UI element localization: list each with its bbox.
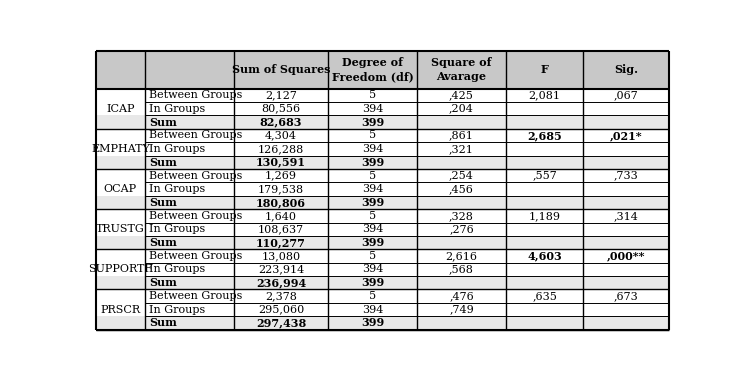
Text: EMPHATY: EMPHATY	[91, 144, 150, 154]
Text: 5: 5	[369, 211, 376, 221]
Text: ,276: ,276	[449, 224, 474, 234]
Text: Sum: Sum	[149, 277, 177, 288]
Text: 4,603: 4,603	[527, 250, 562, 262]
Text: 82,683: 82,683	[260, 116, 302, 128]
Text: In Groups: In Groups	[149, 184, 206, 194]
Text: Degree of
Freedom (df): Degree of Freedom (df)	[332, 57, 413, 82]
Text: 1,640: 1,640	[265, 211, 297, 221]
Text: Between Groups: Between Groups	[149, 291, 243, 301]
Text: 2,378: 2,378	[265, 291, 297, 301]
Text: 108,637: 108,637	[258, 224, 304, 234]
Text: ,557: ,557	[532, 171, 557, 181]
Text: 126,288: 126,288	[258, 144, 304, 154]
Text: ,425: ,425	[449, 90, 474, 100]
Text: 5: 5	[369, 131, 376, 141]
Text: OCAP: OCAP	[104, 184, 137, 194]
Text: 1,269: 1,269	[265, 171, 297, 181]
Text: 5: 5	[369, 291, 376, 301]
Text: PRSCR: PRSCR	[101, 305, 141, 315]
Text: 80,556: 80,556	[261, 104, 300, 114]
Text: Square of
Avarage: Square of Avarage	[431, 57, 492, 82]
Text: 130,591: 130,591	[256, 157, 306, 168]
Text: 110,277: 110,277	[256, 237, 306, 248]
Text: ,000**: ,000**	[607, 250, 646, 262]
Bar	[96, 51, 669, 89]
Text: 394: 394	[362, 264, 384, 275]
Text: SUPPORTF: SUPPORTF	[89, 264, 153, 275]
Bar	[96, 276, 669, 289]
Text: 394: 394	[362, 305, 384, 315]
Text: ,204: ,204	[449, 104, 474, 114]
Text: Between Groups: Between Groups	[149, 131, 243, 141]
Bar	[96, 155, 669, 169]
Text: 4,304: 4,304	[265, 131, 297, 141]
Text: Between Groups: Between Groups	[149, 90, 243, 100]
Text: 5: 5	[369, 251, 376, 261]
Text: 399: 399	[361, 277, 384, 288]
Text: 2,616: 2,616	[446, 251, 478, 261]
Text: Between Groups: Between Groups	[149, 171, 243, 181]
Text: 5: 5	[369, 90, 376, 100]
Text: Sum: Sum	[149, 116, 177, 128]
Text: 295,060: 295,060	[258, 305, 304, 315]
Text: ,635: ,635	[532, 291, 557, 301]
Text: 236,994: 236,994	[256, 277, 306, 288]
Text: 297,438: 297,438	[256, 317, 306, 328]
Text: 2,685: 2,685	[527, 130, 562, 141]
Text: 223,914: 223,914	[258, 264, 304, 275]
Text: 394: 394	[362, 104, 384, 114]
Text: Between Groups: Between Groups	[149, 251, 243, 261]
Text: TRUSTG: TRUSTG	[96, 224, 145, 234]
Text: In Groups: In Groups	[149, 264, 206, 275]
Text: ,021*: ,021*	[610, 130, 643, 141]
Text: 399: 399	[361, 317, 384, 328]
Text: 180,806: 180,806	[256, 197, 306, 208]
Text: ,328: ,328	[449, 211, 474, 221]
Text: ,673: ,673	[614, 291, 638, 301]
Text: F: F	[541, 64, 548, 75]
Text: 13,080: 13,080	[261, 251, 300, 261]
Text: Sum: Sum	[149, 317, 177, 328]
Text: In Groups: In Groups	[149, 104, 206, 114]
Text: ICAP: ICAP	[106, 104, 135, 114]
Text: 399: 399	[361, 197, 384, 208]
Text: 1,189: 1,189	[529, 211, 561, 221]
Text: Sum: Sum	[149, 237, 177, 248]
Text: ,067: ,067	[614, 90, 638, 100]
Text: 5: 5	[369, 171, 376, 181]
Bar	[96, 115, 669, 129]
Text: 399: 399	[361, 157, 384, 168]
Text: Sum: Sum	[149, 197, 177, 208]
Text: Sum of Squares: Sum of Squares	[232, 64, 330, 75]
Text: In Groups: In Groups	[149, 224, 206, 234]
Text: 394: 394	[362, 224, 384, 234]
Bar	[96, 316, 669, 330]
Text: 2,081: 2,081	[529, 90, 561, 100]
Text: Between Groups: Between Groups	[149, 211, 243, 221]
Text: 399: 399	[361, 237, 384, 248]
Text: Sum: Sum	[149, 157, 177, 168]
Text: ,321: ,321	[449, 144, 474, 154]
Text: 2,127: 2,127	[265, 90, 297, 100]
Text: In Groups: In Groups	[149, 144, 206, 154]
Bar	[96, 236, 669, 249]
Text: ,749: ,749	[449, 305, 474, 315]
Text: Sig.: Sig.	[615, 64, 638, 75]
Text: ,861: ,861	[449, 131, 474, 141]
Text: ,476: ,476	[449, 291, 474, 301]
Text: 399: 399	[361, 116, 384, 128]
Text: ,314: ,314	[614, 211, 638, 221]
Bar	[96, 196, 669, 209]
Text: In Groups: In Groups	[149, 305, 206, 315]
Text: 394: 394	[362, 144, 384, 154]
Text: ,733: ,733	[614, 171, 638, 181]
Text: ,254: ,254	[449, 171, 474, 181]
Text: ,456: ,456	[449, 184, 474, 194]
Text: ,568: ,568	[449, 264, 474, 275]
Text: 179,538: 179,538	[258, 184, 304, 194]
Text: 394: 394	[362, 184, 384, 194]
